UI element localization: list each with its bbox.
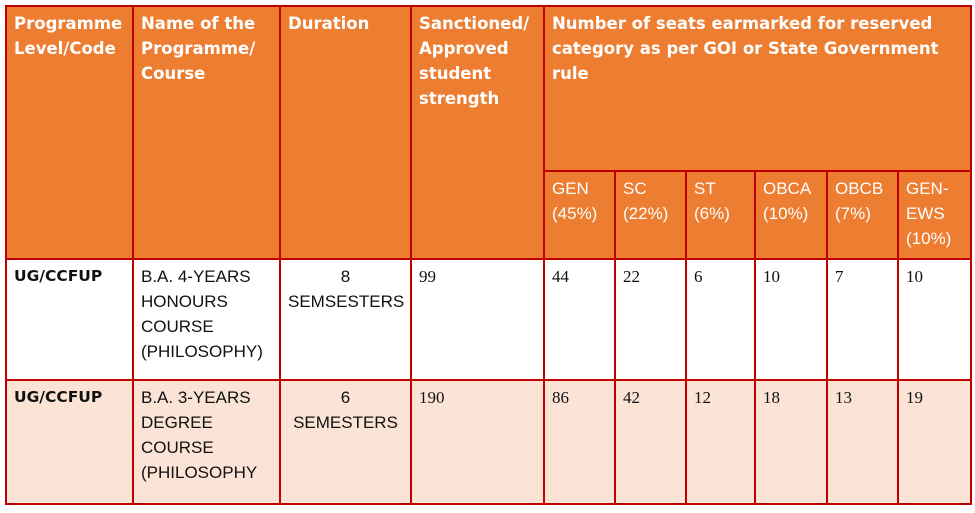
header-programme-name: Name of the Programme/ Course [132,5,281,260]
seat-reservation-table: Programme Level/Code Name of the Program… [5,5,973,505]
header-category-obca: OBCA (10%) [754,170,828,260]
header-reserved-seats: Number of seats earmarked for reserved c… [542,5,973,172]
header-category-gen-ews: GEN- EWS (10%) [896,170,973,260]
cell-programme-name: B.A. 3-YEARS DEGREE COURSE (PHILOSOPHY [132,379,281,505]
cell-duration: 8 SEMSESTERS [279,258,412,381]
table-row: UG/CCFUP B.A. 3-YEARS DEGREE COURSE (PHI… [5,379,973,505]
cell-seats-obcb: 13 [826,379,899,505]
header-student-strength: Sanctioned/ Approved student strength [410,5,545,260]
cell-seats-sc: 22 [614,258,687,381]
cell-strength: 190 [410,379,545,505]
header-duration: Duration [279,5,412,260]
cell-seats-gen-ews: 19 [896,379,973,505]
cell-seats-obcb: 7 [826,258,899,381]
header-category-sc: SC (22%) [614,170,687,260]
cell-seats-st: 12 [685,379,756,505]
cell-programme-name: B.A. 4-YEARS HONOURS COURSE (PHILOSOPHY) [132,258,281,381]
cell-seats-obca: 18 [754,379,828,505]
header-category-obcb: OBCB (7%) [826,170,899,260]
cell-strength: 99 [410,258,545,381]
header-category-st: ST (6%) [685,170,756,260]
cell-seats-gen: 44 [543,258,616,381]
cell-seats-sc: 42 [614,379,687,505]
cell-seats-obca: 10 [754,258,828,381]
cell-duration: 6 SEMESTERS [279,379,412,505]
header-category-gen: GEN (45%) [543,170,616,260]
table-row: UG/CCFUP B.A. 4-YEARS HONOURS COURSE (PH… [5,258,973,381]
reservation-table-container: Programme Level/Code Name of the Program… [5,5,973,505]
header-level-code: Programme Level/Code [5,5,134,260]
cell-level-code: UG/CCFUP [5,258,134,381]
cell-level-code: UG/CCFUP [5,379,134,505]
cell-seats-gen: 86 [543,379,616,505]
cell-seats-st: 6 [685,258,756,381]
cell-seats-gen-ews: 10 [896,258,973,381]
